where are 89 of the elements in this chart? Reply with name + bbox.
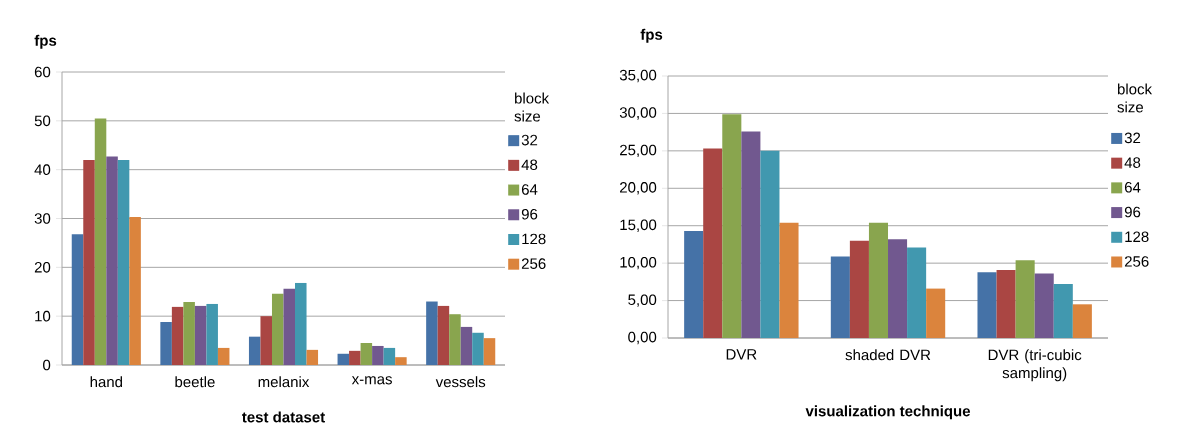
x-axis-title: visualization technique: [805, 405, 971, 420]
bar: [703, 148, 723, 338]
bar: [1072, 304, 1092, 338]
x-tick-label: DVR: [726, 349, 757, 360]
bar: [1053, 284, 1073, 338]
bar: [449, 314, 461, 365]
bar: [760, 150, 780, 338]
legend-label: 48: [521, 159, 538, 171]
bar: [383, 347, 396, 365]
bar: [283, 288, 296, 365]
bar: [271, 293, 284, 365]
legend-label: 32: [521, 134, 538, 146]
bar: [248, 336, 261, 365]
y-tick-label: 60: [34, 66, 51, 78]
legend-title: block size: [514, 92, 550, 122]
bar: [129, 217, 141, 365]
y-axis-title: fps: [34, 34, 57, 49]
bar: [306, 349, 319, 365]
y-tick-label: 30,00: [619, 107, 657, 120]
y-tick-label: 0: [43, 359, 51, 371]
y-tick-label: 20: [34, 262, 51, 273]
y-tick-label: 30: [34, 213, 51, 224]
bar: [684, 230, 704, 338]
bar: [217, 347, 230, 365]
legend-label: 48: [1124, 157, 1141, 168]
legend-label: 256: [1124, 256, 1149, 267]
y-axis-title: fps: [640, 28, 663, 43]
bar: [117, 159, 130, 365]
bar: [977, 272, 997, 338]
bar: [360, 343, 373, 365]
bar: [106, 156, 118, 365]
legend-title: block size: [1117, 83, 1153, 113]
bar: [779, 222, 799, 338]
bar: [830, 256, 850, 338]
bar: [94, 118, 107, 365]
legend-label: 64: [1124, 182, 1141, 193]
y-tick-label: 10: [35, 310, 51, 322]
y-tick-label: 35,00: [619, 69, 657, 83]
y-tick-label: 25,00: [620, 144, 657, 158]
legend-label: 64: [521, 184, 538, 195]
bar: [437, 305, 450, 365]
legend-label: 96: [1124, 206, 1141, 218]
bar: [206, 303, 218, 365]
y-tick-label: 0,00: [628, 331, 657, 345]
bar: [888, 239, 908, 338]
x-tick-label: hand: [90, 376, 123, 388]
legend-label: 96: [521, 208, 538, 220]
x-tick-label: beetle: [175, 376, 215, 388]
legend-label: 128: [522, 233, 546, 245]
bar: [337, 353, 350, 365]
x-axis-title: test dataset: [242, 411, 325, 423]
x-tick-label: vessels: [435, 376, 486, 388]
bar: [472, 332, 484, 365]
y-tick-label: 10,00: [620, 256, 657, 270]
bar: [349, 350, 361, 365]
bar: [171, 306, 184, 365]
bar: [722, 114, 742, 338]
bar: [372, 345, 384, 365]
bar: [260, 316, 272, 365]
x-tick-label: shaded DVR: [845, 349, 931, 361]
bar: [868, 222, 889, 338]
y-tick-label: 20,00: [620, 182, 657, 195]
x-tick-label: x-mas: [351, 376, 392, 385]
bar: [426, 301, 438, 365]
bar: [1034, 273, 1054, 338]
bar: [295, 282, 307, 365]
x-tick-label: DVR (tri-cubic sampling): [988, 349, 1082, 382]
legend-label: 128: [1125, 231, 1149, 243]
y-tick-label: 40: [34, 164, 51, 175]
bar: [83, 159, 95, 365]
bar: [71, 234, 84, 365]
bar: [849, 240, 869, 338]
bar: [907, 247, 927, 338]
bar: [926, 288, 946, 338]
y-tick-label: 5,00: [628, 294, 657, 307]
bar: [160, 322, 172, 365]
legend-label: 32: [1124, 132, 1141, 144]
bar: [194, 305, 207, 365]
x-tick-label: melanix: [258, 376, 310, 388]
bar: [183, 302, 195, 365]
legend-label: 256: [521, 258, 546, 269]
bar: [395, 357, 407, 365]
bar: [741, 131, 761, 338]
y-tick-label: 50: [34, 115, 51, 127]
bar: [996, 269, 1016, 338]
y-tick-label: 15,00: [620, 219, 657, 232]
bar: [1015, 260, 1035, 338]
bar: [483, 338, 496, 365]
bar: [460, 326, 473, 365]
